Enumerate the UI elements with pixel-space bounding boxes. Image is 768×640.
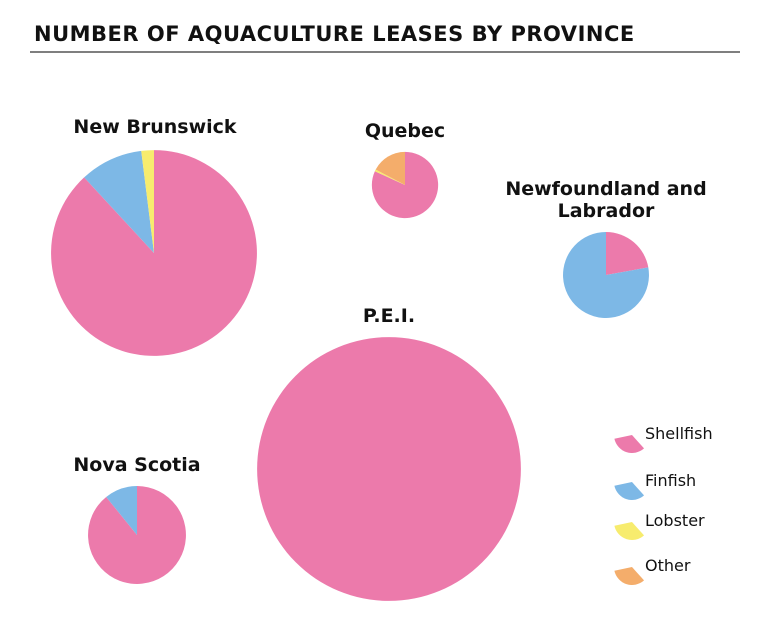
legend-label: Lobster (645, 511, 705, 530)
pie-slice (51, 150, 257, 356)
pie-slice (106, 486, 137, 535)
pie-title: P.E.I. (362, 305, 416, 327)
pie-slice (141, 150, 154, 253)
pie-title: New Brunswick (73, 116, 237, 138)
pie-title: Quebec (364, 120, 446, 142)
pie-slice (375, 151, 405, 185)
legend-label: Shellfish (645, 424, 713, 443)
legend-swatch (614, 522, 645, 540)
pie-slice (606, 232, 649, 275)
legend-swatch (614, 482, 645, 500)
pie-title: Nova Scotia (73, 454, 201, 476)
legend-label: Finfish (645, 471, 697, 490)
legend-label: Other (645, 556, 691, 575)
pie-slice (88, 486, 186, 584)
legend-swatch (614, 435, 645, 453)
pie-slice (374, 169, 405, 185)
pie-slice (257, 337, 521, 601)
pie-title: Newfoundland and Labrador (505, 178, 707, 222)
pie-slice (84, 150, 154, 253)
chart-title: NUMBER OF AQUACULTURE LEASES BY PROVINCE (34, 22, 635, 46)
pie-slice (563, 232, 649, 318)
legend-swatch (614, 567, 645, 585)
